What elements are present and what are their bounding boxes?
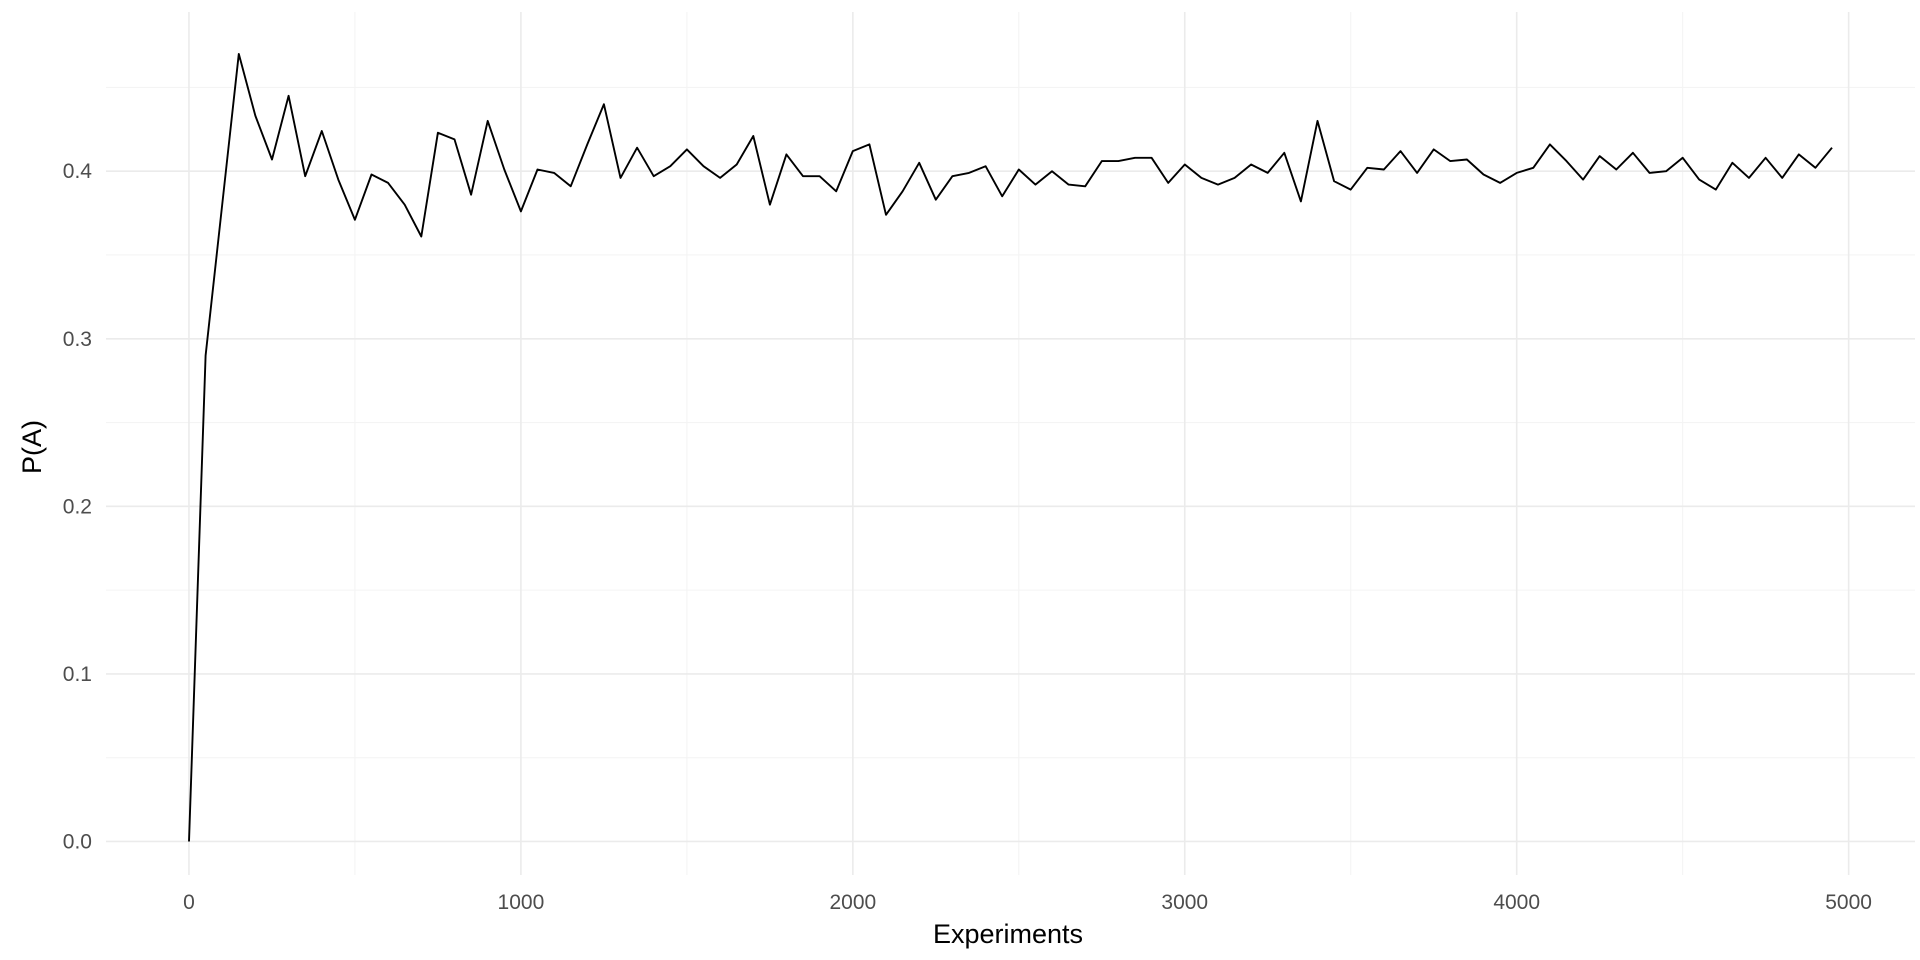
x-tick-label-0: 0 bbox=[183, 891, 195, 914]
y-axis-tick-labels: 0.0 0.1 0.2 0.3 0.4 bbox=[63, 160, 93, 853]
y-tick-label-4: 0.4 bbox=[63, 160, 93, 183]
minor-gridlines bbox=[106, 12, 1915, 875]
x-tick-label-2: 2000 bbox=[829, 891, 876, 914]
series-layer bbox=[188, 52, 1833, 842]
y-tick-label-3: 0.3 bbox=[63, 328, 92, 351]
x-axis-tick-labels: 0 1000 2000 3000 4000 5000 bbox=[183, 891, 1872, 914]
x-axis-title: Experiments bbox=[933, 919, 1083, 949]
x-tick-label-5: 5000 bbox=[1825, 891, 1872, 914]
y-tick-label-0: 0.0 bbox=[63, 830, 92, 853]
series-line-0 bbox=[188, 52, 1833, 842]
x-tick-label-1: 1000 bbox=[498, 891, 545, 914]
y-tick-label-2: 0.2 bbox=[63, 495, 92, 518]
y-axis-title: P(A) bbox=[17, 420, 47, 474]
x-tick-label-4: 4000 bbox=[1493, 891, 1540, 914]
x-tick-label-3: 3000 bbox=[1161, 891, 1208, 914]
major-gridlines bbox=[106, 12, 1915, 875]
y-tick-label-1: 0.1 bbox=[63, 663, 92, 686]
